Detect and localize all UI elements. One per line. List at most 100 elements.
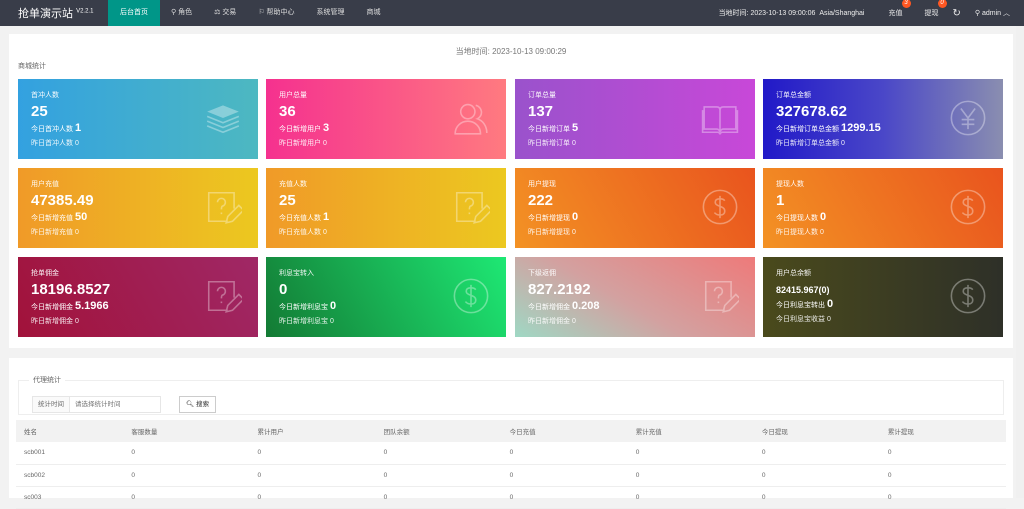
note-icon: [455, 191, 490, 224]
table-cell: 0: [123, 442, 250, 465]
card-yesterday: 昨日新增利息宝 0: [279, 318, 334, 325]
card-title: 下级返佣: [528, 270, 556, 277]
refresh-icon[interactable]: ↻: [952, 7, 961, 19]
card-value: 327678.62: [776, 103, 847, 120]
stat-card: 抢单佣金 18196.8527 今日新增佣金 5.1966 昨日新增佣金 0: [18, 257, 258, 337]
card-yesterday: 昨日新增订单总金额 0: [776, 140, 845, 147]
agent-legend: 代理统计: [33, 377, 61, 384]
table-row: sc003 0 0 0 0 0 0 0: [16, 486, 1006, 509]
table-cell: 0: [249, 464, 376, 487]
column-header: 姓名: [16, 420, 124, 442]
menu-label: 交易: [222, 9, 237, 16]
table-cell: 0: [249, 442, 376, 465]
stat-card: 利息宝转入 0 今日新增利息宝 0 昨日新增利息宝 0: [266, 257, 506, 337]
menu-label: 角色: [178, 9, 193, 16]
table-cell: 0: [879, 464, 1006, 487]
stat-card: 充值人数 25 今日充值人数 1 昨日充值人数 0: [266, 168, 506, 248]
menu-home[interactable]: 后台首页: [108, 0, 160, 26]
card-title: 首冲人数: [31, 92, 59, 99]
table-cell: 0: [375, 464, 502, 487]
card-value: 36: [279, 103, 296, 120]
card-yesterday: 昨日提现人数 0: [776, 229, 824, 236]
card-title: 用户提现: [528, 181, 556, 188]
note-icon: [207, 280, 242, 313]
card-value: 25: [31, 103, 48, 120]
table-cell: 0: [627, 486, 754, 509]
table-cell: 0: [375, 442, 502, 465]
table-cell: 0: [627, 442, 754, 465]
dollar-icon: [702, 189, 738, 225]
card-today: 今日新增佣金 5.1966: [31, 300, 109, 312]
yen-icon: [950, 100, 986, 136]
card-today: 今日新增订单 5: [528, 122, 579, 134]
stat-card: 下级返佣 827.2192 今日新增佣金 0.208 昨日新增佣金 0: [515, 257, 755, 337]
dollar-icon: [453, 278, 489, 314]
card-yesterday: 昨日新增充值 0: [31, 229, 79, 236]
table-cell: scb002: [16, 464, 124, 487]
column-header: 累计充值: [627, 420, 754, 442]
card-title: 订单总量: [528, 92, 556, 99]
card-title: 抢单佣金: [31, 270, 59, 277]
stat-card: 订单总量 137 今日新增订单 5 昨日新增订单 0: [515, 79, 755, 159]
card-title: 充值人数: [279, 181, 307, 188]
card-value: 137: [528, 103, 554, 120]
table-cell: 0: [501, 486, 628, 509]
stat-card: 用户充值 47385.49 今日新增充值 50 昨日新增充值 0: [18, 168, 258, 248]
column-header: 今日提现: [753, 420, 880, 442]
card-today: 今日新增佣金 0.208: [528, 300, 600, 312]
menu-roles[interactable]: ⚲ 角色: [171, 9, 193, 16]
table-row: scb001 0 0 0 0 0 0 0: [16, 442, 1006, 465]
table-cell: 0: [123, 486, 250, 509]
card-today: 今日新增提现 0: [528, 211, 579, 223]
card-today: 今日首冲人数 1: [31, 122, 82, 134]
stat-card: 用户总余额 82415.967(0) 今日利息宝转出 0 今日利息宝收益 0: [763, 257, 1003, 337]
withdraw-link[interactable]: 提现 0: [925, 0, 947, 18]
menu-help[interactable]: ⚐ 帮助中心: [258, 9, 295, 16]
brand: 抢单演示站 V2.2.1: [0, 5, 108, 21]
table-cell: 0: [123, 464, 250, 487]
dollar-icon: [950, 278, 986, 314]
card-yesterday: 昨日新增订单 0: [528, 140, 576, 147]
menu-label: 帮助中心: [266, 9, 295, 16]
card-today: 今日利息宝转出 0: [776, 298, 834, 310]
user-menu[interactable]: ⚲ admin ︿: [974, 10, 1010, 17]
table-cell: 0: [627, 464, 754, 487]
main-menu: 后台首页 ⚲ 角色 ⚖ 交易 ⚐ 帮助中心 系统管理 商城: [108, 0, 392, 26]
top-nav: 抢单演示站 V2.2.1 后台首页 ⚲ 角色 ⚖ 交易 ⚐ 帮助中心 系统管理 …: [0, 0, 1024, 26]
card-yesterday: 今日利息宝收益 0: [776, 316, 831, 323]
note-icon: [704, 280, 739, 313]
card-yesterday: 昨日新增提现 0: [528, 229, 576, 236]
users-icon: [454, 103, 488, 135]
recharge-link[interactable]: 充值 3: [889, 0, 911, 18]
card-yesterday: 昨日新增佣金 0: [31, 318, 79, 325]
menu-system[interactable]: 系统管理: [316, 9, 345, 16]
stat-time-input[interactable]: [70, 397, 160, 412]
column-header: 累计提现: [879, 420, 1006, 442]
card-value: 827.2192: [528, 281, 591, 298]
table-cell: 0: [879, 486, 1006, 509]
card-title: 提现人数: [776, 181, 804, 188]
menu-shop[interactable]: 商城: [366, 9, 381, 16]
column-header: 今日充值: [501, 420, 628, 442]
column-header: 团队余额: [375, 420, 502, 442]
shop-stats-panel: 当地时间: 2023-10-13 09:00:29 商城统计 首冲人数 25 今…: [9, 34, 1013, 348]
stat-time-field: 统计时间: [32, 396, 161, 413]
menu-trade[interactable]: ⚖ 交易: [214, 9, 237, 16]
stat-time-label: 统计时间: [33, 397, 70, 412]
scrollbar[interactable]: [1016, 26, 1024, 498]
card-value: 0: [279, 281, 288, 298]
search-button[interactable]: 🔍︎ 搜索: [179, 396, 217, 413]
card-today: 今日新增订单总金额 1299.15: [776, 122, 881, 134]
agent-filter: 代理统计 统计时间 🔍︎ 搜索: [18, 375, 1004, 415]
card-yesterday: 昨日充值人数 0: [279, 229, 327, 236]
stat-card: 首冲人数 25 今日首冲人数 1 昨日首冲人数 0: [18, 79, 258, 159]
table-cell: 0: [879, 442, 1006, 465]
table-cell: 0: [753, 486, 880, 509]
stat-card: 用户提现 222 今日新增提现 0 昨日新增提现 0: [515, 168, 755, 248]
table-cell: 0: [753, 442, 880, 465]
withdraw-badge: 0: [937, 0, 947, 8]
card-yesterday: 昨日新增用户 0: [279, 140, 327, 147]
card-today: 今日新增用户 3: [279, 122, 330, 134]
table-cell: scb001: [16, 442, 124, 465]
table-cell: 0: [753, 464, 880, 487]
